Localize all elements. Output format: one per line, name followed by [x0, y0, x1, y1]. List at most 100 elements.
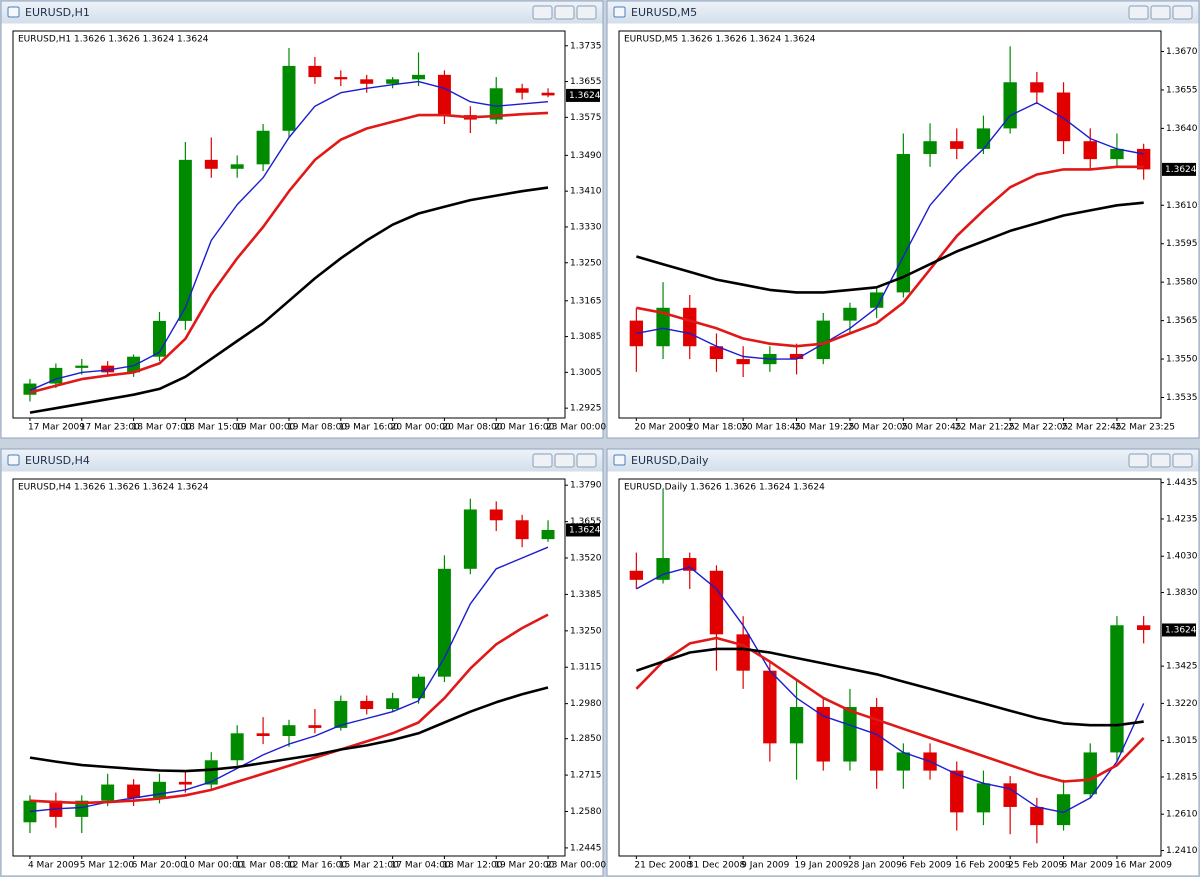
candle-body	[896, 752, 911, 771]
candle-body	[1056, 794, 1071, 826]
window-icon	[613, 6, 626, 18]
minimize-button[interactable]	[1128, 453, 1149, 468]
y-tick-label: 1.3610	[1166, 201, 1198, 211]
y-tick-label: 1.3580	[1166, 278, 1198, 288]
moving-average	[29, 111, 549, 394]
chart-window: EURUSD,H4 EURUSD,H4 1.3626 1.3626 1.3624 …	[0, 448, 606, 877]
x-tick-label: 12 Mar 16:00	[287, 861, 347, 871]
restore-button[interactable]	[1150, 5, 1171, 20]
minimize-button[interactable]	[532, 453, 553, 468]
window-icon	[7, 6, 20, 18]
restore-button[interactable]	[1150, 453, 1171, 468]
title-bar	[1, 1, 603, 24]
candle-body	[1110, 148, 1124, 160]
title-bar	[1, 449, 603, 472]
candle-body	[629, 570, 644, 580]
candle-body	[360, 79, 374, 84]
candle-body	[204, 159, 218, 169]
y-tick-label: 1.3655	[1166, 85, 1198, 95]
candle-body	[1056, 92, 1071, 142]
x-tick-label: 22 Mar 22:05	[1008, 423, 1068, 433]
x-tick-label: 22 Mar 22:45	[1062, 423, 1122, 433]
candle-body	[49, 367, 63, 384]
close-button[interactable]	[576, 5, 597, 20]
x-tick-label: 20 Mar 00:00	[391, 423, 451, 433]
x-tick-label: 17 Mar 2009	[28, 423, 85, 433]
x-tick-label: 20 Mar 20:05	[848, 423, 908, 433]
y-tick-label: 1.3535	[1166, 393, 1198, 403]
candle-body	[683, 307, 697, 347]
candle-body	[736, 359, 750, 365]
y-tick-label: 1.3220	[1166, 699, 1198, 709]
candle-body	[178, 159, 192, 321]
y-tick-label: 1.3250	[570, 258, 602, 268]
chart-info: EURUSD,H4 1.3626 1.3626 1.3624 1.3624	[18, 483, 209, 493]
candle-body	[869, 292, 884, 308]
y-tick-label: 1.3550	[1166, 355, 1198, 365]
y-tick-label: 1.2925	[570, 404, 602, 414]
x-tick-label: 23 Mar 00:00	[546, 423, 606, 433]
y-tick-label: 1.4030	[1166, 552, 1198, 562]
candle-body	[1136, 625, 1151, 630]
y-tick-label: 1.3330	[570, 222, 602, 232]
candle-body	[1003, 783, 1017, 807]
price-tag	[566, 88, 600, 102]
x-tick-label: 6 Mar 2009	[1062, 861, 1114, 871]
x-tick-label: 20 Mar 20:45	[901, 423, 961, 433]
moving-average	[29, 686, 549, 773]
candle-body	[489, 509, 503, 521]
close-button[interactable]	[1172, 5, 1193, 20]
y-tick-label: 1.3575	[570, 113, 602, 123]
candle-body	[178, 781, 192, 785]
candle-body	[230, 164, 244, 169]
candle-body	[1030, 82, 1044, 93]
candle-body	[515, 520, 529, 540]
x-tick-label: 5 Mar 12:00	[80, 861, 135, 871]
moving-average	[29, 186, 549, 414]
y-tick-label: 1.2715	[570, 771, 602, 781]
y-tick-label: 1.4235	[1166, 514, 1198, 524]
close-button[interactable]	[1172, 453, 1193, 468]
x-tick-label: 15 Mar 21:00	[339, 861, 399, 871]
candle-body	[23, 800, 37, 823]
chart-info: EURUSD,Daily 1.3626 1.3626 1.3624 1.3624	[624, 483, 825, 493]
y-tick-label: 1.3655	[570, 517, 602, 527]
restore-button[interactable]	[554, 5, 575, 20]
y-tick-label: 1.4435	[1166, 478, 1198, 488]
candle-body	[334, 700, 348, 728]
y-tick-label: 1.3250	[570, 626, 602, 636]
x-tick-label: 20 Mar 18:05	[688, 423, 748, 433]
candle-body	[75, 800, 89, 817]
candle-body	[127, 356, 141, 373]
minimize-button[interactable]	[1128, 5, 1149, 20]
x-tick-label: 22 Mar 21:25	[955, 423, 1015, 433]
candle-body	[437, 74, 451, 116]
y-tick-label: 1.2610	[1166, 810, 1198, 820]
candle-body	[463, 509, 477, 569]
moving-average	[636, 165, 1144, 348]
candle-body	[515, 88, 529, 93]
candle-body	[869, 707, 884, 771]
moving-average	[636, 201, 1144, 294]
minimize-button[interactable]	[532, 5, 553, 20]
candle-body	[1030, 806, 1044, 826]
candle-body	[334, 77, 348, 80]
restore-button[interactable]	[554, 453, 575, 468]
candle-body	[1003, 82, 1017, 129]
candle-body	[789, 353, 804, 360]
chart-window: EURUSD,M5 EURUSD,M5 1.3626 1.3626 1.3624 …	[606, 0, 1200, 439]
title-bar	[607, 1, 1199, 24]
window-icon	[613, 454, 626, 466]
candle-body	[976, 783, 991, 813]
x-tick-label: 18 Mar 07:00	[132, 423, 192, 433]
x-tick-label: 6 Feb 2009	[901, 861, 952, 871]
window-title: EURUSD,H4	[25, 454, 90, 467]
close-button[interactable]	[576, 453, 597, 468]
candle-body	[816, 320, 830, 360]
x-tick-label: 20 Mar 16:00	[494, 423, 554, 433]
x-tick-label: 20 Mar 2009	[634, 423, 691, 433]
candle-body	[896, 154, 911, 293]
y-tick-label: 1.3520	[570, 554, 602, 564]
candle-body	[386, 79, 400, 84]
